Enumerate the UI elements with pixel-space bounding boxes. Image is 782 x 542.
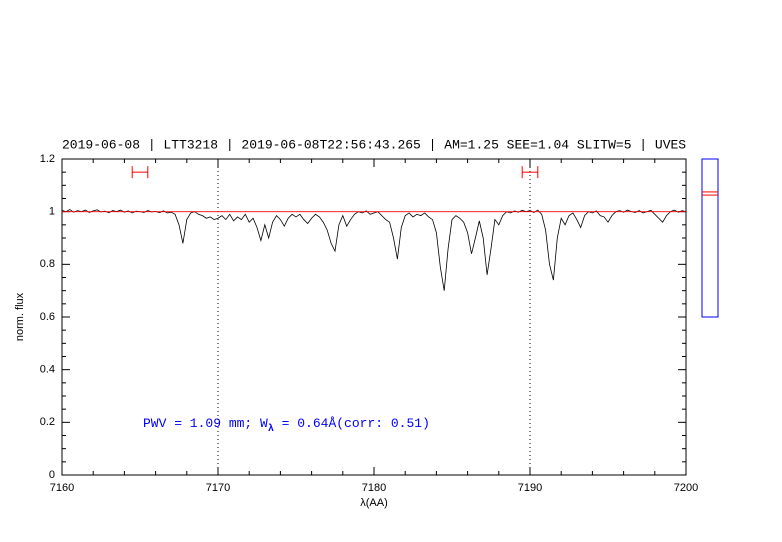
x-tick-label: 7190 — [518, 482, 542, 494]
y-tick-label: 0.8 — [40, 258, 55, 270]
chart-title: 2019-06-08 | LTT3218 | 2019-06-08T22:56:… — [62, 137, 686, 152]
y-tick-label: 1.2 — [40, 153, 55, 165]
y-tick-label: 0 — [49, 469, 55, 481]
y-tick-label: 0.2 — [40, 416, 55, 428]
y-tick-label: 1 — [49, 206, 55, 218]
series-line — [61, 209, 687, 291]
x-tick-label: 7170 — [206, 482, 230, 494]
x-axis-label: λ(AA) — [360, 497, 388, 509]
annotation-subscript: λ — [268, 423, 274, 435]
annotation-text: = 0.64Å(corr: 0.51) — [274, 416, 430, 431]
y-tick-label: 0.6 — [40, 311, 55, 323]
y-axis-label: norm. flux — [14, 292, 26, 341]
x-tick-label: 7160 — [50, 482, 74, 494]
x-tick-label: 7200 — [674, 482, 698, 494]
y-tick-label: 0.4 — [40, 364, 55, 376]
x-tick-label: 7180 — [362, 482, 386, 494]
side-panel — [701, 158, 719, 318]
annotation: PWV = 1.09 mm; Wλ = 0.64Å(corr: 0.51) — [143, 416, 430, 434]
annotation-text: PWV = 1.09 mm; W — [143, 416, 268, 431]
